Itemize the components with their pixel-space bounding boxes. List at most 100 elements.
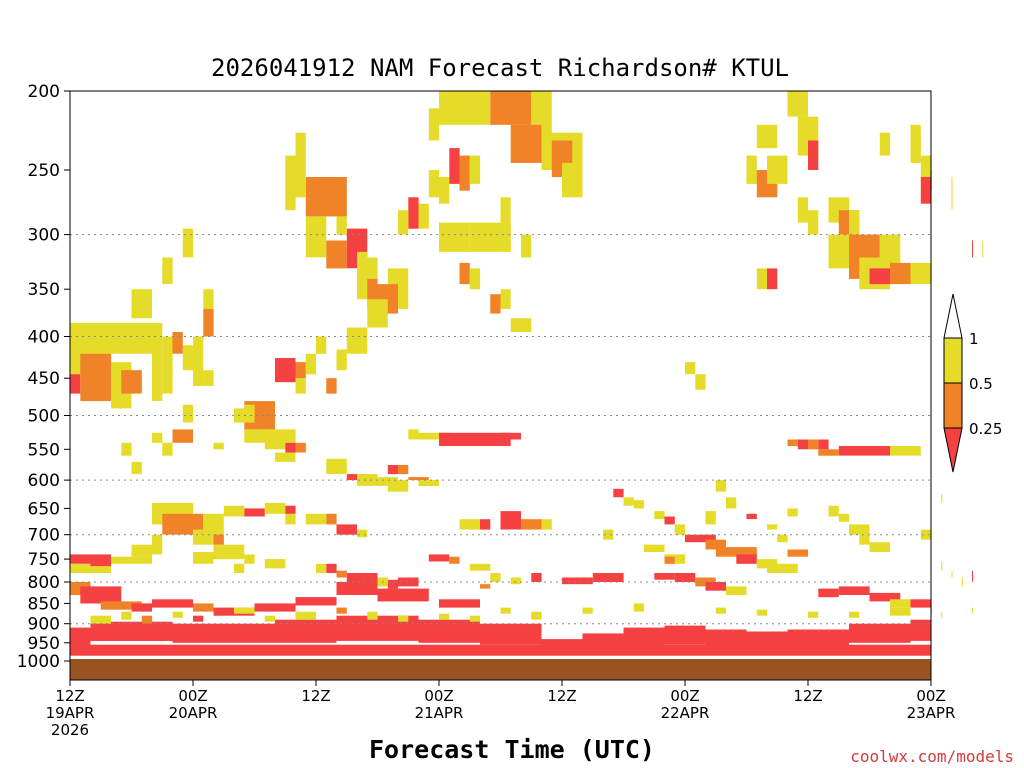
heatmap-cell	[418, 480, 439, 486]
y-tick-label: 900	[28, 615, 60, 635]
heatmap-cell	[562, 162, 583, 198]
heatmap-cell	[890, 599, 911, 608]
heatmap-cell	[787, 508, 798, 517]
heatmap-cell	[131, 289, 152, 319]
heatmap-cell	[941, 611, 943, 618]
heatmap-cell	[90, 615, 111, 624]
heatmap-cell	[500, 289, 511, 309]
heatmap-cell	[439, 599, 480, 608]
heatmap-cell	[182, 345, 194, 371]
heatmap-cell	[70, 627, 91, 647]
heatmap-cell	[756, 609, 768, 616]
heatmap-cell	[818, 588, 839, 598]
y-tick-label: 800	[28, 573, 60, 593]
heatmap-cell	[70, 563, 111, 573]
heatmap-cell	[859, 534, 870, 545]
y-tick-label: 250	[28, 161, 60, 181]
heatmap-cell	[920, 155, 932, 184]
heatmap-cell	[295, 362, 306, 379]
heatmap-cell	[603, 529, 614, 540]
heatmap-cell	[162, 257, 173, 285]
heatmap-cell	[818, 449, 839, 456]
heatmap-cell	[326, 513, 337, 525]
heatmap-cell	[623, 627, 665, 647]
legend-swatch-mid	[943, 382, 963, 429]
heatmap-cell	[510, 318, 521, 332]
heatmap-cell	[469, 563, 491, 571]
heatmap-cell	[172, 332, 183, 354]
heatmap-cell	[367, 278, 378, 309]
credit-link[interactable]: coolwx.com/models	[850, 747, 1014, 766]
heatmap-cell	[500, 432, 521, 440]
heatmap-cell	[131, 603, 152, 612]
heatmap-cell	[756, 124, 778, 149]
heatmap-cell	[70, 374, 81, 394]
heatmap-cell	[439, 91, 491, 125]
heatmap-cell	[295, 611, 316, 620]
heatmap-cell	[910, 132, 921, 156]
heatmap-cell	[152, 432, 163, 443]
heatmap-cell	[326, 240, 347, 269]
heatmap-cell	[428, 554, 450, 562]
heatmap-cell	[623, 497, 634, 506]
heatmap-cell	[439, 177, 450, 204]
heatmap-cell	[285, 505, 296, 514]
heatmap-cell	[941, 494, 943, 503]
heatmap-cell	[869, 268, 890, 285]
heatmap-cell	[849, 623, 911, 643]
heatmap-cell	[234, 607, 255, 614]
heatmap-cell	[275, 358, 296, 383]
y-tick-label: 650	[28, 499, 60, 519]
x-tick-label: 12Z	[301, 687, 330, 705]
heatmap-cell	[787, 549, 808, 557]
heatmap-cell	[336, 216, 347, 235]
x-tick-label: 20APR	[169, 704, 218, 722]
heatmap-cell	[469, 615, 481, 622]
x-tick-label: 00Z	[916, 687, 945, 705]
heatmap-cell	[131, 544, 152, 557]
heatmap-cell	[213, 534, 224, 545]
heatmap-cell	[469, 268, 481, 290]
heatmap-cell	[480, 519, 491, 530]
heatmap-cell	[808, 210, 819, 235]
y-tick-label: 600	[28, 471, 60, 491]
legend-label-0.5: 0.5	[969, 375, 993, 393]
heatmap-cell	[100, 601, 142, 610]
heatmap-cell	[357, 474, 378, 486]
heatmap-cell	[367, 611, 378, 620]
heatmap-cell	[264, 615, 276, 622]
heatmap-cell	[439, 222, 470, 252]
heatmap-cell	[234, 563, 245, 573]
heatmap-cell	[193, 615, 204, 622]
chart-title: 2026041912 NAM Forecast Richardson# KTUL	[211, 54, 789, 82]
x-tick-label: 12Z	[55, 687, 84, 705]
heatmap-cell	[787, 91, 808, 117]
heatmap-cell	[500, 511, 521, 530]
heatmap-cell	[172, 623, 275, 643]
heatmap-cell	[316, 336, 327, 354]
heatmap-cell	[808, 140, 819, 170]
heatmap-cell	[849, 210, 860, 235]
heatmap-cell	[367, 299, 388, 328]
heatmap-cell	[213, 442, 224, 450]
heatmap-cell	[808, 439, 819, 450]
heatmap-cell	[193, 362, 204, 386]
heatmap-cell	[828, 234, 849, 269]
color-legend: 1 0.5 0.25	[943, 293, 1002, 473]
heatmap-cell	[674, 573, 696, 582]
y-tick-label: 550	[28, 440, 60, 460]
heatmap-cell	[726, 497, 737, 509]
heatmap-cell	[767, 268, 778, 290]
legend-label-1: 1	[969, 330, 979, 348]
heatmap-cell	[664, 556, 675, 564]
heatmap-cell	[510, 124, 542, 163]
heatmap-cell	[756, 559, 778, 569]
heatmap-cell	[346, 573, 358, 582]
heatmap-cell	[849, 524, 870, 535]
heatmap-cell	[244, 404, 255, 416]
heatmap-cell	[439, 613, 450, 620]
heatmap-cell	[490, 91, 532, 125]
heatmap-cell	[890, 262, 911, 285]
heatmap-cell	[705, 582, 726, 591]
